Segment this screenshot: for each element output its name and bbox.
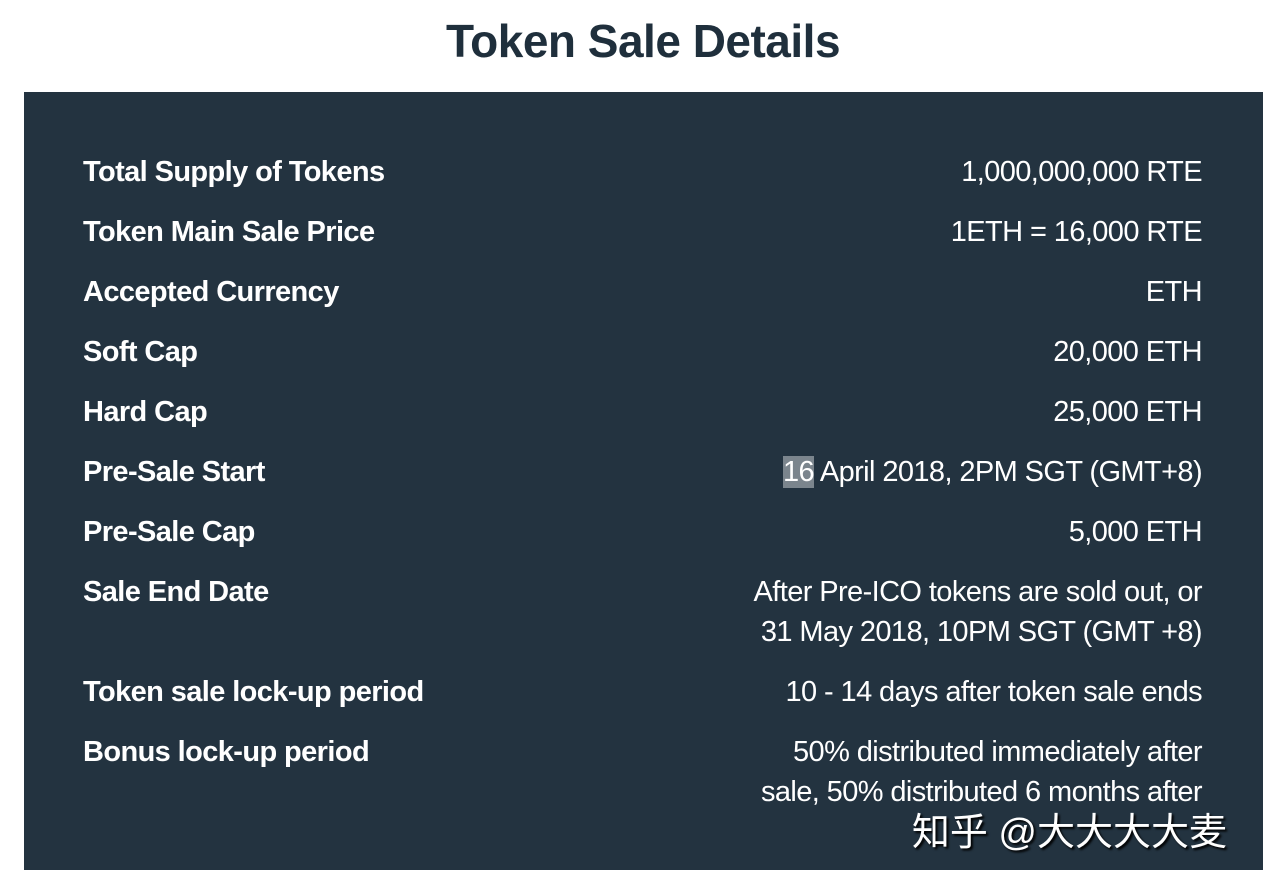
- watermark: 知乎 @大大大大麦: [911, 812, 1227, 854]
- row-label: Token Main Sale Price: [83, 216, 375, 248]
- row-value-text: April 2018, 2PM SGT (GMT+8): [814, 456, 1203, 488]
- token-sale-table: Total Supply of Tokens 1,000,000,000 RTE …: [24, 92, 1263, 870]
- row-value-line: sale, 50% distributed 6 months after: [760, 776, 1203, 808]
- row-label: Pre-Sale Cap: [83, 516, 255, 548]
- row-label: Total Supply of Tokens: [83, 156, 385, 188]
- row-value: 16 April 2018, 2PM SGT (GMT+8): [782, 452, 1203, 492]
- row-value-line: 31 May 2018, 10PM SGT (GMT +8): [760, 616, 1203, 648]
- row-label: Bonus lock-up period: [83, 736, 370, 768]
- table-row: Pre-Sale Start 16 April 2018, 2PM SGT (GM…: [83, 452, 1203, 492]
- table-row: Soft Cap 20,000 ETH: [83, 332, 1203, 372]
- table-row: Hard Cap 25,000 ETH: [83, 392, 1203, 432]
- row-value: After Pre-ICO tokens are sold out, or 31 …: [753, 572, 1203, 652]
- row-value: 10 - 14 days after token sale ends: [785, 676, 1203, 708]
- row-label: Accepted Currency: [83, 276, 339, 308]
- row-value: 1ETH = 16,000 RTE: [950, 216, 1203, 248]
- row-value: 50% distributed immediately after sale, 5…: [760, 732, 1203, 812]
- row-value: 5,000 ETH: [1068, 516, 1203, 548]
- table-row: Token Main Sale Price 1ETH = 16,000 RTE: [83, 212, 1203, 252]
- row-value: ETH: [1145, 276, 1203, 308]
- page-title: Token Sale Details: [445, 15, 841, 67]
- row-value-line: 50% distributed immediately after: [793, 736, 1203, 768]
- selected-text-highlight: 16: [782, 456, 815, 488]
- row-label: Hard Cap: [83, 396, 208, 428]
- row-value: 1,000,000,000 RTE: [961, 156, 1202, 188]
- table-row: Total Supply of Tokens 1,000,000,000 RTE: [83, 152, 1203, 192]
- table-row: Token sale lock-up period 10 - 14 days af…: [83, 672, 1203, 712]
- row-label: Pre-Sale Start: [83, 456, 265, 488]
- table-row: Sale End Date After Pre-ICO tokens are so…: [83, 572, 1203, 652]
- table-row: Accepted Currency ETH: [83, 272, 1203, 312]
- row-value-line: After Pre-ICO tokens are sold out, or: [753, 576, 1203, 608]
- row-label: Soft Cap: [83, 336, 198, 368]
- row-label: Token sale lock-up period: [83, 676, 424, 708]
- row-value: 20,000 ETH: [1053, 336, 1202, 368]
- table-row: Pre-Sale Cap 5,000 ETH: [83, 512, 1203, 552]
- table-row: Bonus lock-up period 50% distributed imme…: [83, 732, 1203, 812]
- row-value: 25,000 ETH: [1053, 396, 1202, 428]
- row-label: Sale End Date: [83, 576, 269, 608]
